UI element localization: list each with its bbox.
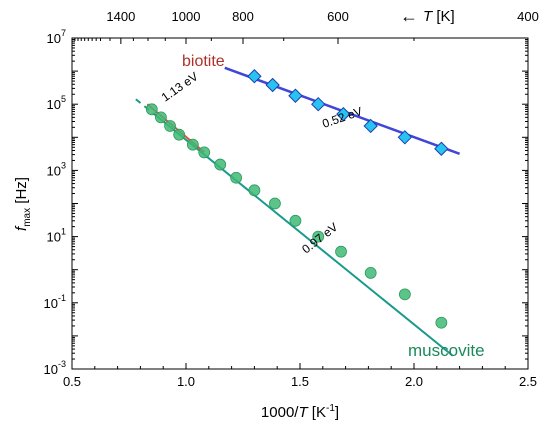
biotite-point — [363, 118, 378, 134]
x-tick-label: 1.0 — [177, 374, 195, 389]
top-tick-label: 1400 — [106, 9, 135, 24]
muscovite-point — [435, 316, 448, 329]
top-axis-arrow: ← — [400, 6, 418, 26]
x-tick-label: 1.5 — [291, 374, 309, 389]
top-tick-label: 600 — [327, 9, 349, 24]
biotite-point — [434, 141, 449, 156]
data-markers — [145, 69, 449, 329]
muscovite-point — [230, 171, 243, 184]
y-tick-label: 105 — [47, 94, 66, 112]
muscovite-point — [214, 158, 227, 171]
x-tick-label: 2.0 — [405, 374, 423, 389]
fit-lines — [135, 66, 461, 357]
muscovite-point — [289, 214, 302, 227]
y-tick-label: 103 — [47, 160, 66, 178]
muscovite-fit-dashed — [135, 98, 155, 115]
muscovite-point — [145, 103, 158, 116]
y-tick-label: 101 — [47, 227, 66, 245]
muscovite-point — [398, 288, 411, 301]
muscovite-label: muscovite — [408, 341, 485, 360]
biotite-point — [397, 130, 413, 145]
muscovite-point — [164, 120, 176, 132]
top-tick-label: 400 — [517, 9, 539, 24]
muscovite-point — [173, 128, 186, 141]
tick-labels: 0.5 1.0 1.5 2.0 2.5 10-3 10-1 101 103 105 107 1400 1… — [44, 9, 539, 389]
biotite-point — [288, 88, 303, 103]
y-tick-label: 10-3 — [44, 359, 66, 377]
muscovite-point — [186, 138, 199, 151]
biotite-point — [336, 106, 351, 122]
muscovite-point — [364, 267, 377, 279]
x-tick-label: 2.5 — [519, 374, 537, 389]
biotite-point — [247, 69, 262, 84]
plot-frame — [71, 37, 529, 370]
biotite-point — [265, 77, 280, 93]
y-tick-label: 107 — [47, 28, 66, 46]
x-axis-title: 1000/T [K-1] — [261, 403, 339, 421]
biotite-point — [311, 96, 326, 112]
top-tick-label: 800 — [232, 9, 254, 24]
muscovite-point — [312, 230, 325, 243]
y-axis-title: fmax [Hz] — [13, 177, 33, 231]
muscovite-point — [335, 245, 347, 258]
biotite-label: biotite — [182, 53, 225, 70]
muscovite-point — [248, 184, 261, 197]
top-axis-title: T [K] — [423, 8, 455, 25]
muscovite-point — [269, 197, 281, 210]
axis-ticks — [71, 37, 529, 370]
x-tick-label: 0.5 — [63, 374, 81, 389]
muscovite-hightemp-energy-label: 1.13 eV — [159, 69, 201, 104]
top-tick-label: 1000 — [172, 9, 201, 24]
muscovite-point — [155, 111, 167, 124]
muscovite-point — [198, 146, 211, 159]
y-tick-label: 10-1 — [44, 293, 66, 311]
muscovite-energy-label: 0.97 eV — [299, 220, 340, 257]
